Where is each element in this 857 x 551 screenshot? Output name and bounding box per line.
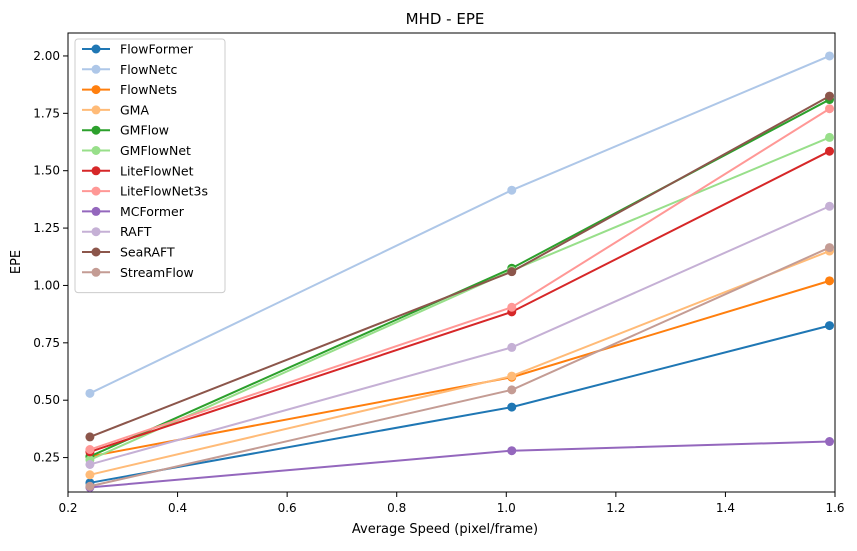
legend-marker [91, 64, 101, 74]
data-point-mcformer [825, 437, 835, 447]
legend-box [74, 38, 226, 294]
y-tick-label: 1.50 [33, 164, 60, 178]
data-point-flowformer [507, 402, 517, 412]
y-tick-label: 0.75 [33, 336, 60, 350]
series-streamflow [85, 243, 835, 491]
series-liteflownet3s [85, 104, 835, 455]
legend-label: StreamFlow [120, 265, 194, 280]
chart-title: MHD - EPE [406, 10, 485, 28]
legend-label: FlowNetc [120, 62, 177, 77]
legend-marker [91, 105, 101, 115]
data-point-flownetc [825, 51, 835, 61]
x-tick-label: 1.2 [606, 501, 625, 515]
data-point-searaft [507, 267, 517, 277]
data-point-streamflow [85, 481, 95, 491]
legend-item: FlowFormer [82, 42, 194, 57]
legend-label: FlowFormer [120, 42, 194, 57]
data-point-flownets [825, 276, 835, 286]
series-raft [85, 201, 835, 469]
legend-label: MCFormer [120, 204, 185, 219]
series-flownetc [85, 51, 835, 398]
x-tick-label: 1.0 [497, 501, 516, 515]
data-point-raft [507, 342, 517, 352]
legend-label: FlowNets [120, 82, 177, 97]
data-point-flowformer [825, 321, 835, 331]
data-point-liteflownet3s [825, 104, 835, 114]
legend-item: FlowNets [82, 82, 177, 97]
legend-marker [91, 227, 101, 237]
y-axis-label: EPE [9, 250, 24, 274]
data-point-streamflow [825, 243, 835, 253]
legend-marker [91, 186, 101, 196]
series-layer [85, 51, 835, 492]
data-point-flownetc [85, 388, 95, 398]
legend-marker [91, 125, 101, 135]
data-point-mcformer [507, 446, 517, 456]
legend-item: StreamFlow [82, 265, 194, 280]
x-tick-label: 0.2 [58, 501, 77, 515]
data-point-gma [85, 470, 95, 480]
legend-label: GMA [120, 102, 149, 117]
x-tick-label: 0.8 [387, 501, 406, 515]
y-tick-label: 1.75 [33, 106, 60, 120]
legend-marker [91, 247, 101, 257]
legend-item: FlowNetc [82, 62, 177, 77]
legend-label: RAFT [120, 224, 152, 239]
legend-marker [91, 166, 101, 176]
x-axis: 0.2 0.4 0.6 0.8 1.0 1.2 1.4 1.6 [58, 492, 845, 515]
data-point-searaft [825, 91, 835, 101]
legend-label: LiteFlowNet [120, 163, 194, 178]
legend-item: LiteFlowNet [82, 163, 194, 178]
x-tick-label: 1.6 [825, 501, 844, 515]
data-point-liteflownet3s [85, 445, 95, 455]
y-tick-label: 0.50 [33, 393, 60, 407]
legend: FlowFormer FlowNetc FlowNets GMA GMFlow GMFlo… [74, 38, 226, 294]
series-searaft [85, 91, 835, 442]
legend-label: SeaRAFT [120, 245, 175, 260]
data-point-gmflownet [825, 132, 835, 142]
legend-label: GMFlow [120, 123, 169, 138]
data-point-gma [507, 371, 517, 381]
data-point-liteflownet3s [507, 302, 517, 312]
legend-item: GMFlow [82, 123, 169, 138]
y-axis: 0.25 0.50 0.75 1.00 1.25 1.50 1.75 2.00 [33, 49, 68, 465]
data-point-liteflownet [825, 146, 835, 156]
y-tick-label: 1.25 [33, 221, 60, 235]
data-point-flownetc [507, 185, 517, 195]
data-point-streamflow [507, 385, 517, 395]
x-tick-label: 1.4 [716, 501, 735, 515]
legend-item: SeaRAFT [82, 245, 175, 260]
data-point-raft [825, 201, 835, 211]
legend-marker [91, 85, 101, 95]
legend-marker [91, 146, 101, 155]
data-point-raft [85, 459, 95, 469]
legend-marker [91, 44, 101, 54]
legend-label: LiteFlowNet3s [120, 184, 208, 199]
legend-marker [91, 206, 101, 216]
legend-item: LiteFlowNet3s [82, 184, 208, 199]
y-tick-label: 1.00 [33, 278, 60, 292]
legend-item: GMA [82, 102, 149, 117]
y-tick-label: 2.00 [33, 49, 60, 63]
legend-item: MCFormer [82, 204, 185, 219]
x-tick-label: 0.4 [168, 501, 187, 515]
x-tick-label: 0.6 [278, 501, 297, 515]
legend-label: GMFlowNet [120, 143, 191, 158]
legend-item: RAFT [82, 224, 152, 239]
legend-marker [91, 267, 101, 277]
x-axis-label: Average Speed (pixel/frame) [352, 522, 538, 537]
data-point-searaft [85, 432, 95, 442]
legend-item: GMFlowNet [82, 143, 191, 158]
y-tick-label: 0.25 [33, 451, 60, 465]
